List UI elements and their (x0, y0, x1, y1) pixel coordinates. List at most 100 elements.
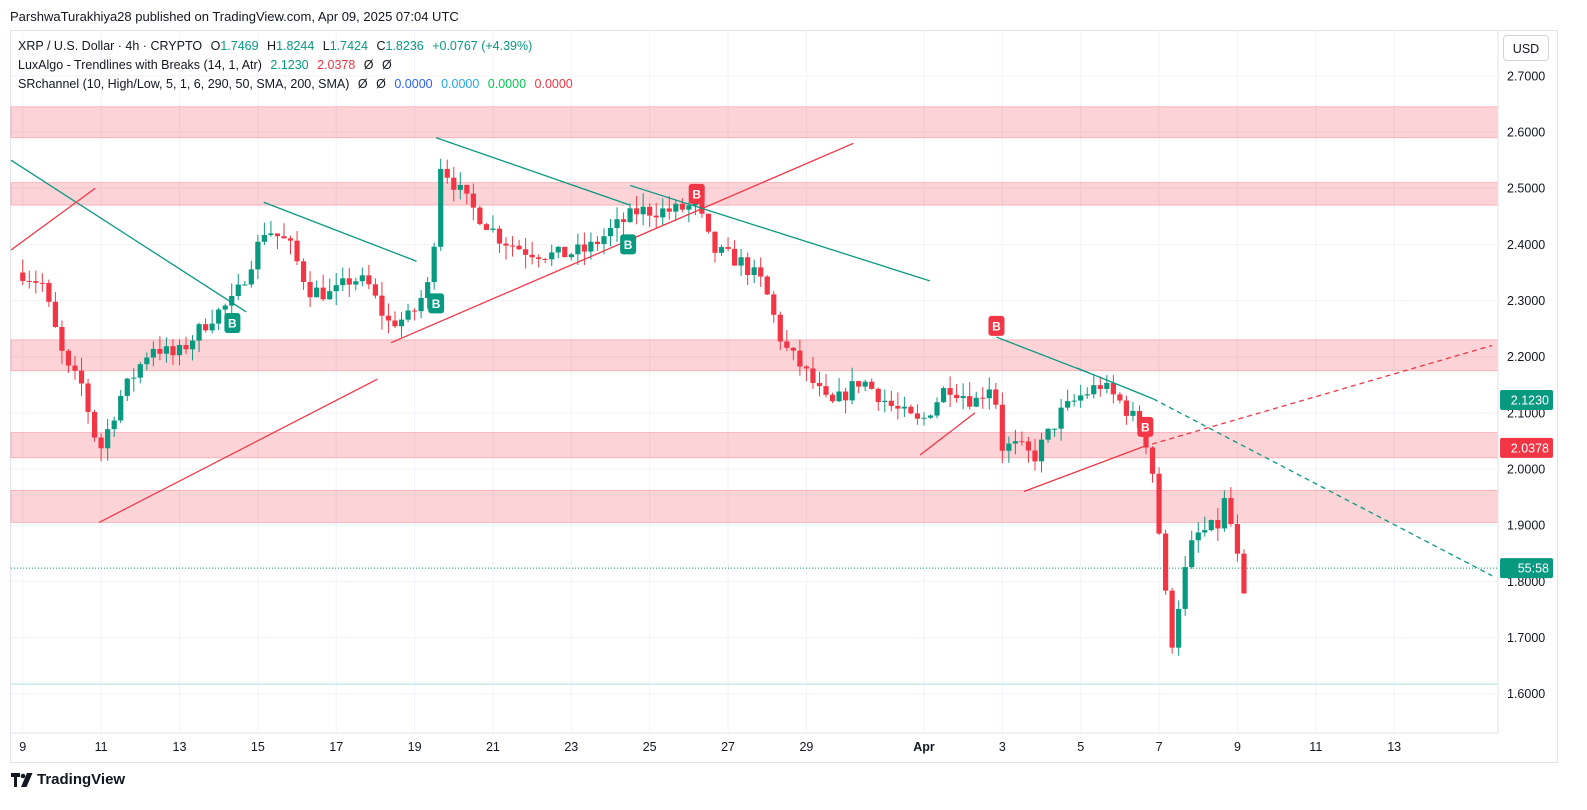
candle-body[interactable] (562, 246, 568, 258)
break-signal-bull-2[interactable]: B (428, 293, 445, 314)
candle-body[interactable] (307, 282, 313, 298)
candle-body[interactable] (150, 348, 156, 358)
break-signal-bear-5[interactable]: B (988, 315, 1005, 336)
candle-body[interactable] (673, 203, 679, 212)
candle-body[interactable] (666, 208, 672, 212)
candle-body[interactable] (908, 406, 914, 414)
candle-body[interactable] (862, 381, 868, 387)
candle-body[interactable] (555, 246, 561, 253)
candle-body[interactable] (1078, 395, 1084, 401)
candle-body[interactable] (1149, 447, 1156, 474)
indicator-legend-trendlines[interactable]: LuxAlgo - Trendlines with Breaks (14, 1,… (18, 58, 397, 72)
candle-body[interactable] (1045, 428, 1051, 440)
candle-body[interactable] (790, 347, 796, 351)
candle-body[interactable] (940, 388, 947, 403)
candle-body[interactable] (431, 246, 437, 283)
candle-body[interactable] (1241, 553, 1247, 594)
candle-body[interactable] (333, 285, 339, 292)
candle-body[interactable] (784, 341, 790, 348)
candle-body[interactable] (398, 319, 405, 327)
candle-body[interactable] (1019, 441, 1025, 443)
candle-body[interactable] (1228, 498, 1234, 525)
candle-body[interactable] (843, 391, 849, 401)
candle-body[interactable] (888, 400, 894, 406)
break-signal-bear-6[interactable]: B (1137, 416, 1154, 437)
candle-body[interactable] (1012, 441, 1018, 444)
candle-body[interactable] (52, 301, 59, 328)
trendline-10[interactable] (1076, 367, 1154, 400)
candle-body[interactable] (320, 287, 326, 300)
candle-body[interactable] (1032, 450, 1038, 462)
candle-body[interactable] (856, 381, 862, 387)
candle-body[interactable] (65, 350, 72, 366)
candle-body[interactable] (78, 370, 85, 384)
candle-body[interactable] (797, 350, 803, 367)
candle-body[interactable] (594, 241, 601, 245)
trendline-12[interactable] (1023, 445, 1144, 493)
candle-body[interactable] (947, 388, 953, 395)
candle-body[interactable] (1182, 567, 1188, 609)
indicator-trendlines-name[interactable]: LuxAlgo - Trendlines with Breaks (14, 1,… (18, 58, 262, 72)
candle-body[interactable] (464, 184, 470, 194)
candle-body[interactable] (359, 275, 365, 282)
candle-body[interactable] (144, 357, 150, 365)
candle-body[interactable] (131, 377, 137, 379)
candle-body[interactable] (1123, 400, 1130, 416)
candle-body[interactable] (588, 241, 594, 252)
candle-body[interactable] (960, 396, 966, 399)
candle-body[interactable] (372, 284, 379, 296)
candle-body[interactable] (686, 205, 692, 210)
trendline-1[interactable] (10, 159, 247, 313)
candle-body[interactable] (536, 257, 542, 259)
candle-body[interactable] (444, 168, 450, 178)
candle-body[interactable] (203, 324, 209, 331)
candle-body[interactable] (699, 199, 705, 214)
candle-body[interactable] (705, 213, 712, 232)
candle-body[interactable] (490, 228, 496, 230)
currency-button[interactable]: USD (1503, 35, 1549, 61)
break-signal-bear-4[interactable]: B (688, 183, 705, 204)
candle-body[interactable] (601, 236, 607, 245)
candle-body[interactable] (1221, 498, 1227, 529)
candle-body[interactable] (235, 284, 241, 296)
candle-body[interactable] (620, 219, 627, 223)
candle-body[interactable] (679, 203, 685, 210)
candle-body[interactable] (954, 394, 960, 399)
candle-body[interactable] (509, 245, 516, 247)
candle-body[interactable] (26, 280, 32, 282)
candle-body[interactable] (33, 281, 39, 283)
candle-body[interactable] (1110, 383, 1116, 395)
candle-body[interactable] (758, 267, 764, 277)
candle-body[interactable] (72, 365, 78, 371)
candle-body[interactable] (653, 215, 659, 218)
candle-body[interactable] (248, 269, 254, 285)
candle-body[interactable] (483, 224, 490, 230)
candle-body[interactable] (1208, 519, 1214, 531)
candle-body[interactable] (418, 297, 424, 312)
candle-body[interactable] (287, 238, 294, 241)
candle-body[interactable] (496, 228, 503, 244)
candle-body[interactable] (353, 281, 359, 285)
candle-body[interactable] (901, 406, 907, 409)
candle-body[interactable] (261, 235, 267, 242)
candle-body[interactable] (1156, 473, 1162, 534)
candle-body[interactable] (999, 404, 1005, 451)
candle-body[interactable] (137, 364, 143, 378)
candle-body[interactable] (869, 381, 875, 389)
candle-body[interactable] (1195, 532, 1201, 541)
trendline-3[interactable] (263, 201, 417, 262)
candle-body[interactable] (300, 261, 307, 283)
candle-body[interactable] (829, 394, 836, 402)
candle-body[interactable] (268, 233, 274, 236)
trendline-4[interactable] (98, 378, 378, 523)
candle-body[interactable] (803, 366, 810, 369)
candle-body[interactable] (59, 327, 65, 351)
candle-body[interactable] (392, 320, 398, 327)
candle-body[interactable] (477, 207, 483, 225)
candle-body[interactable] (196, 324, 202, 341)
candle-body[interactable] (934, 402, 940, 416)
candle-body[interactable] (1097, 385, 1103, 389)
break-signal-bull-3[interactable]: B (620, 234, 637, 255)
candle-body[interactable] (581, 244, 587, 252)
candle-body[interactable] (731, 248, 738, 266)
